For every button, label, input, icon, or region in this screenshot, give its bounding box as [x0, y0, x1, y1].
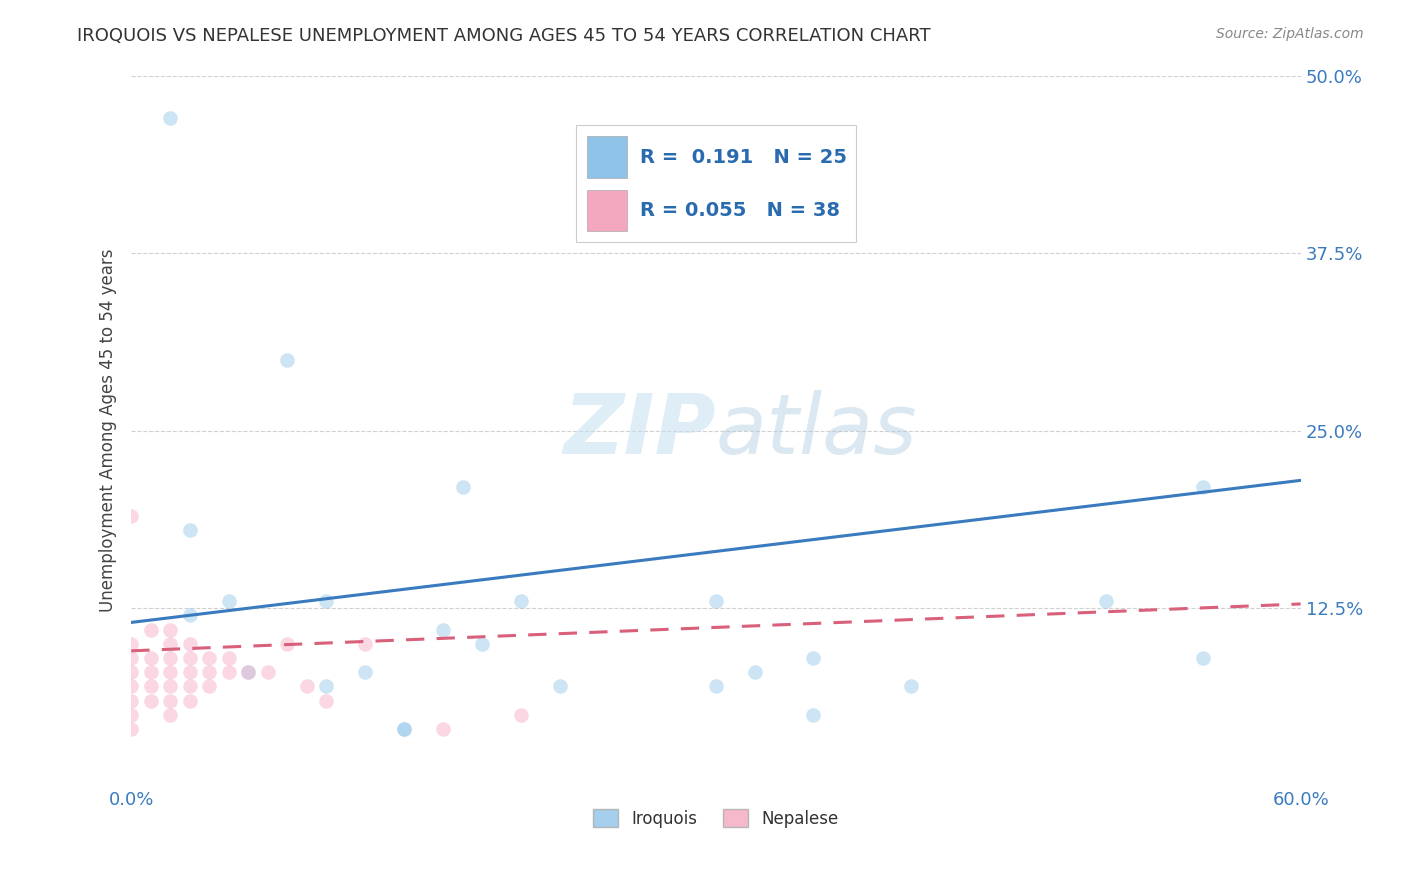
Point: [315, 693, 337, 707]
Text: atlas: atlas: [716, 390, 918, 471]
Point: [198, 679, 221, 693]
Text: IROQUOIS VS NEPALESE UNEMPLOYMENT AMONG AGES 45 TO 54 YEARS CORRELATION CHART: IROQUOIS VS NEPALESE UNEMPLOYMENT AMONG …: [77, 27, 931, 45]
Point: [198, 665, 221, 680]
Point: [510, 707, 533, 722]
Point: [238, 665, 260, 680]
Point: [218, 651, 240, 665]
Point: [139, 651, 162, 665]
Point: [139, 679, 162, 693]
Point: [276, 637, 298, 651]
Point: [139, 623, 162, 637]
Point: [392, 722, 415, 736]
Point: [159, 623, 181, 637]
Point: [179, 523, 201, 537]
Point: [238, 665, 260, 680]
Text: Source: ZipAtlas.com: Source: ZipAtlas.com: [1216, 27, 1364, 41]
Point: [451, 480, 474, 494]
Point: [276, 352, 298, 367]
Point: [471, 637, 494, 651]
Point: [179, 651, 201, 665]
Point: [120, 508, 142, 523]
Point: [315, 594, 337, 608]
Point: [139, 693, 162, 707]
Point: [179, 693, 201, 707]
Point: [803, 651, 825, 665]
Text: R = 0.055   N = 38: R = 0.055 N = 38: [640, 201, 839, 220]
Point: [120, 722, 142, 736]
Point: [900, 679, 922, 693]
Text: ZIP: ZIP: [564, 390, 716, 471]
Point: [218, 665, 240, 680]
Point: [159, 679, 181, 693]
FancyBboxPatch shape: [575, 125, 856, 243]
Point: [1094, 594, 1116, 608]
Point: [354, 665, 377, 680]
Point: [120, 637, 142, 651]
Point: [432, 623, 454, 637]
Point: [120, 651, 142, 665]
FancyBboxPatch shape: [588, 136, 627, 178]
Point: [548, 679, 571, 693]
Text: R =  0.191   N = 25: R = 0.191 N = 25: [640, 148, 846, 167]
Point: [392, 722, 415, 736]
Point: [179, 679, 201, 693]
Legend: Iroquois, Nepalese: Iroquois, Nepalese: [586, 803, 845, 834]
Point: [315, 679, 337, 693]
Point: [120, 707, 142, 722]
Point: [179, 637, 201, 651]
Y-axis label: Unemployment Among Ages 45 to 54 years: Unemployment Among Ages 45 to 54 years: [100, 249, 117, 613]
Point: [803, 707, 825, 722]
Point: [120, 665, 142, 680]
FancyBboxPatch shape: [588, 189, 627, 231]
Point: [159, 665, 181, 680]
Point: [198, 651, 221, 665]
Point: [354, 637, 377, 651]
Point: [120, 693, 142, 707]
Point: [1192, 651, 1215, 665]
Point: [744, 665, 766, 680]
Point: [159, 651, 181, 665]
Point: [1192, 480, 1215, 494]
Point: [295, 679, 318, 693]
Point: [218, 594, 240, 608]
Point: [432, 722, 454, 736]
Point: [159, 111, 181, 125]
Point: [704, 594, 727, 608]
Point: [159, 637, 181, 651]
Point: [120, 679, 142, 693]
Point: [159, 693, 181, 707]
Point: [179, 665, 201, 680]
Point: [179, 608, 201, 623]
Point: [510, 594, 533, 608]
Point: [256, 665, 278, 680]
Point: [139, 665, 162, 680]
Point: [704, 679, 727, 693]
Point: [159, 707, 181, 722]
